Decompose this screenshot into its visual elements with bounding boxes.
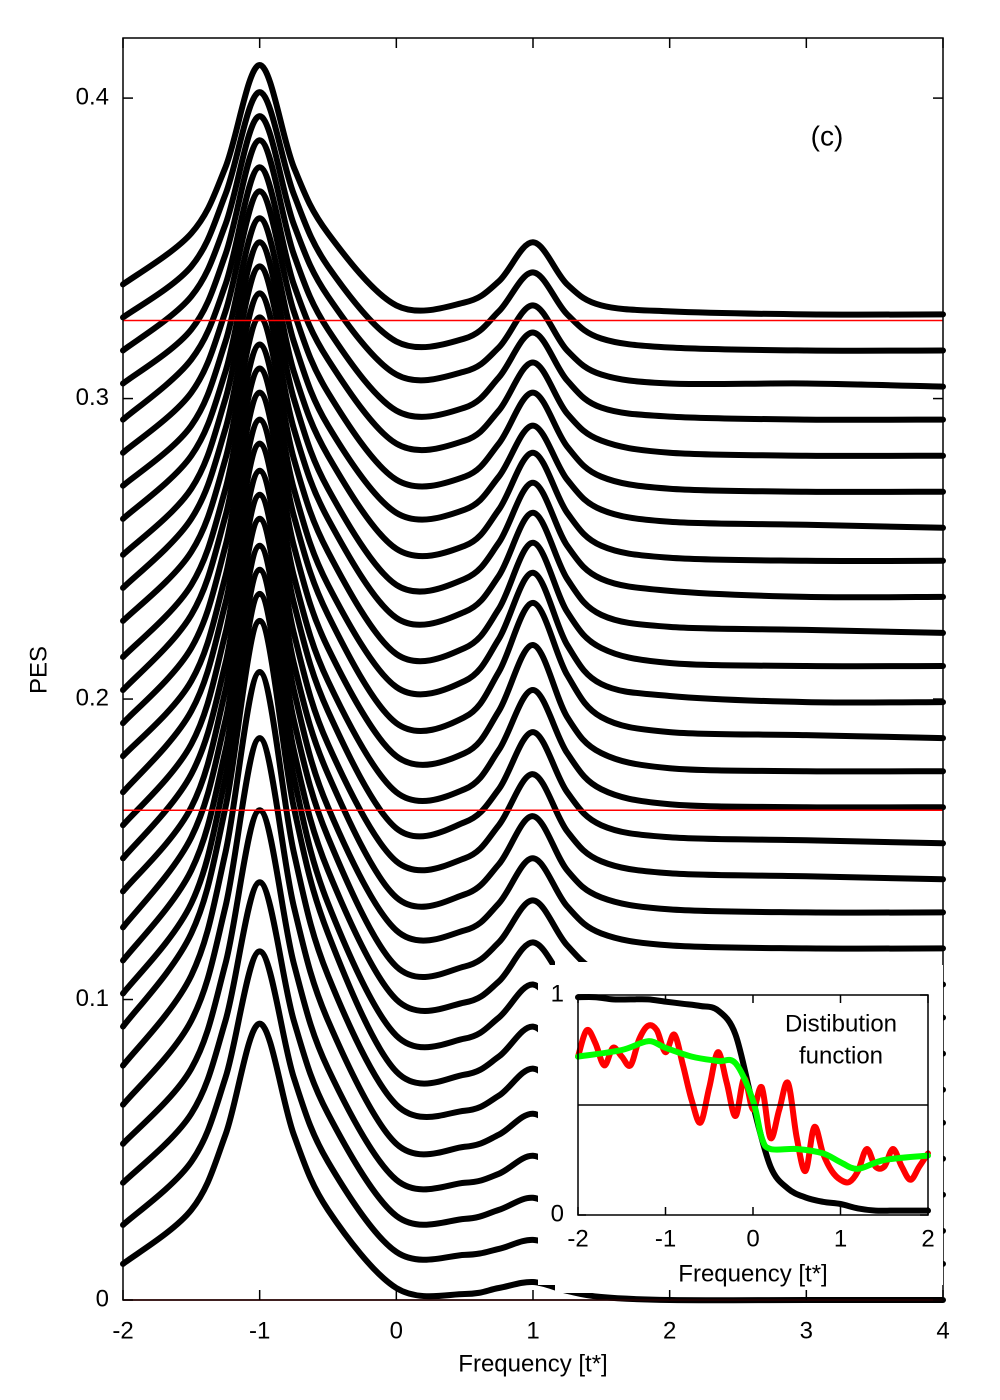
curve bbox=[120, 515, 946, 952]
curve bbox=[120, 215, 946, 531]
y-tick-label: 0.4 bbox=[76, 83, 109, 110]
inset-background bbox=[538, 965, 943, 1285]
curve bbox=[120, 290, 946, 636]
curve bbox=[120, 341, 946, 706]
curve bbox=[120, 188, 946, 495]
x-tick-label: 4 bbox=[936, 1317, 949, 1344]
curve bbox=[120, 389, 946, 775]
x-tick-label: -2 bbox=[112, 1317, 133, 1344]
x-tick-label: 0 bbox=[746, 1225, 759, 1252]
y-tick-label: 0 bbox=[551, 1200, 564, 1227]
y-tick-label: 1 bbox=[551, 980, 564, 1007]
curve bbox=[120, 164, 946, 459]
x-tick-label: 3 bbox=[800, 1317, 813, 1344]
curve bbox=[120, 239, 946, 565]
y-tick-label: 0.1 bbox=[76, 985, 109, 1012]
curve bbox=[575, 1038, 931, 1172]
curve bbox=[120, 467, 946, 883]
x-axis-title: Frequency [t*] bbox=[678, 1260, 827, 1287]
curve bbox=[120, 263, 946, 601]
curve bbox=[120, 440, 946, 847]
curve bbox=[120, 113, 946, 390]
curve bbox=[120, 491, 946, 916]
curve bbox=[120, 89, 946, 354]
y-tick-label: 0.2 bbox=[76, 684, 109, 711]
x-tick-label: 2 bbox=[921, 1225, 934, 1252]
annotation: Distibution bbox=[785, 1010, 897, 1037]
x-tick-label: 2 bbox=[663, 1317, 676, 1344]
x-axis-title: Frequency [t*] bbox=[458, 1350, 607, 1377]
curves bbox=[120, 62, 946, 1304]
curve bbox=[120, 416, 946, 811]
y-tick-label: 0 bbox=[96, 1285, 109, 1312]
x-tick-label: 0 bbox=[390, 1317, 403, 1344]
x-tick-label: -1 bbox=[249, 1317, 270, 1344]
curve bbox=[120, 314, 946, 670]
y-tick-label: 0.3 bbox=[76, 384, 109, 411]
x-tick-label: 1 bbox=[834, 1225, 847, 1252]
annotation: function bbox=[799, 1042, 883, 1069]
curve bbox=[120, 365, 946, 742]
x-tick-label: -2 bbox=[567, 1225, 588, 1252]
x-tick-label: 1 bbox=[526, 1317, 539, 1344]
x-tick-label: -1 bbox=[655, 1225, 676, 1252]
y-axis-title: PES bbox=[25, 646, 52, 694]
curve bbox=[120, 62, 946, 318]
annotation: (c) bbox=[811, 120, 844, 151]
curve bbox=[120, 137, 946, 423]
